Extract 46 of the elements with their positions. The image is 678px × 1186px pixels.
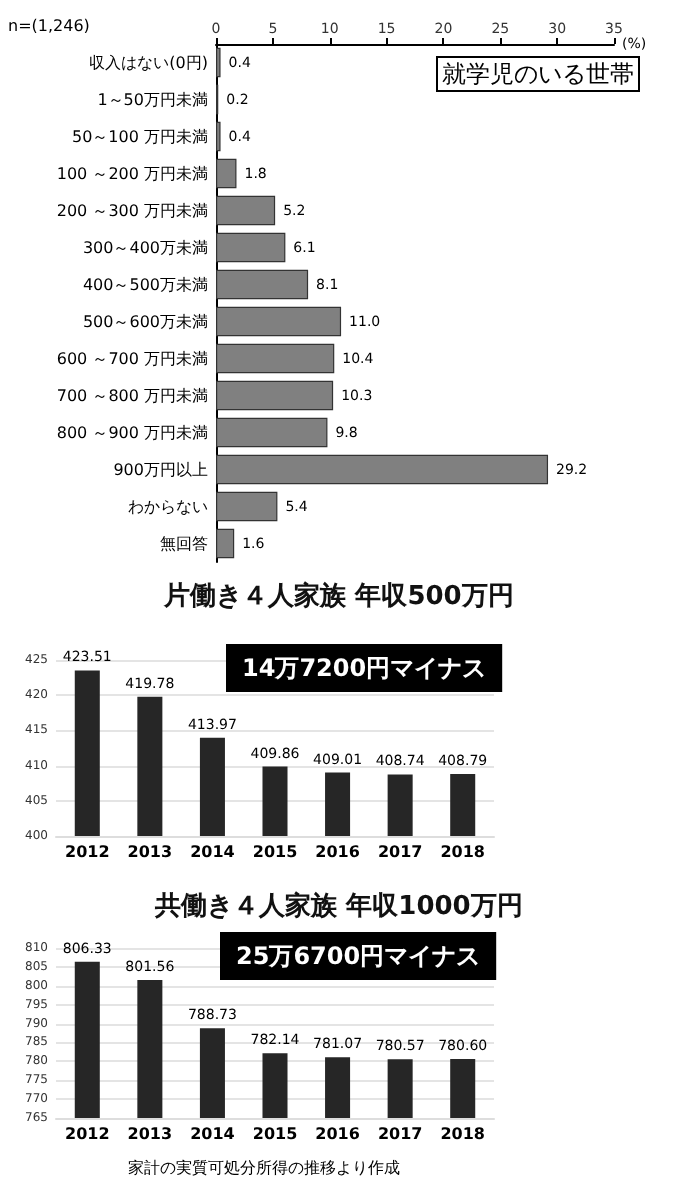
y-tick-label: 200 ～300 万円未満 <box>56 201 208 220</box>
y-tick-label: 300～400万未満 <box>82 238 208 257</box>
y-tick-label: 400～500万未満 <box>82 275 208 294</box>
x-tick-label: 2016 <box>315 1125 361 1143</box>
y-tick-label: 50～100 万円未満 <box>72 127 208 146</box>
y-tick-label: 900万円以上 <box>113 460 208 479</box>
x-tick-label: 2014 <box>190 1125 236 1143</box>
y-tick-label: 800 ～900 万円未満 <box>56 423 208 442</box>
bar <box>216 232 286 263</box>
x-tick-label: 2013 <box>127 1125 173 1143</box>
y-tick-label: 700 ～800 万円未満 <box>56 386 208 405</box>
annotation: 就学児のいる世帯 <box>442 60 634 88</box>
bar <box>216 454 549 485</box>
x-tick-label: 2012 <box>65 1125 110 1143</box>
x-tick-label: 2015 <box>252 843 299 861</box>
x-tick-label: 2017 <box>377 843 423 861</box>
bar <box>216 306 342 337</box>
bar <box>216 417 328 448</box>
x-tick-label: 2017 <box>377 1125 423 1143</box>
y-tick-label: 500～600万未満 <box>82 312 208 331</box>
x-tick-label: 2016 <box>315 843 361 861</box>
x-tick-label: 2014 <box>190 843 236 861</box>
x-tick-label: 2013 <box>127 843 173 861</box>
text: 家計の実質可処分所得の推移より作成 <box>128 1159 400 1177</box>
x-tick-label: 2018 <box>440 1125 486 1143</box>
bar <box>216 528 235 559</box>
bar <box>216 195 276 226</box>
chart-title: 共働き４人家族 年収1000万円 <box>153 890 523 922</box>
chart-title: 片働き４人家族 年収500万円 <box>162 580 514 612</box>
y-tick-label: 無回答 <box>160 534 208 553</box>
bar <box>216 491 278 522</box>
bar <box>216 380 334 411</box>
bar <box>216 269 309 300</box>
y-tick-label: 1～50万円未満 <box>97 90 208 109</box>
y-tick-label: 600 ～700 万円未満 <box>56 349 208 368</box>
bar <box>216 343 335 374</box>
y-tick-label: わからない <box>128 497 208 516</box>
x-tick-label: 2018 <box>440 843 486 861</box>
y-tick-label: 収入はない(0円) <box>89 53 208 72</box>
x-tick-label: 2012 <box>65 843 110 861</box>
x-tick-label: 2015 <box>252 1125 299 1143</box>
annotation: 25万6700円マイナス <box>236 942 481 970</box>
text: n=(1,246) <box>8 17 90 35</box>
bar <box>216 158 237 189</box>
y-tick-label: 100 ～200 万円未満 <box>56 164 208 183</box>
annotation: 14万7200円マイナス <box>242 654 487 682</box>
